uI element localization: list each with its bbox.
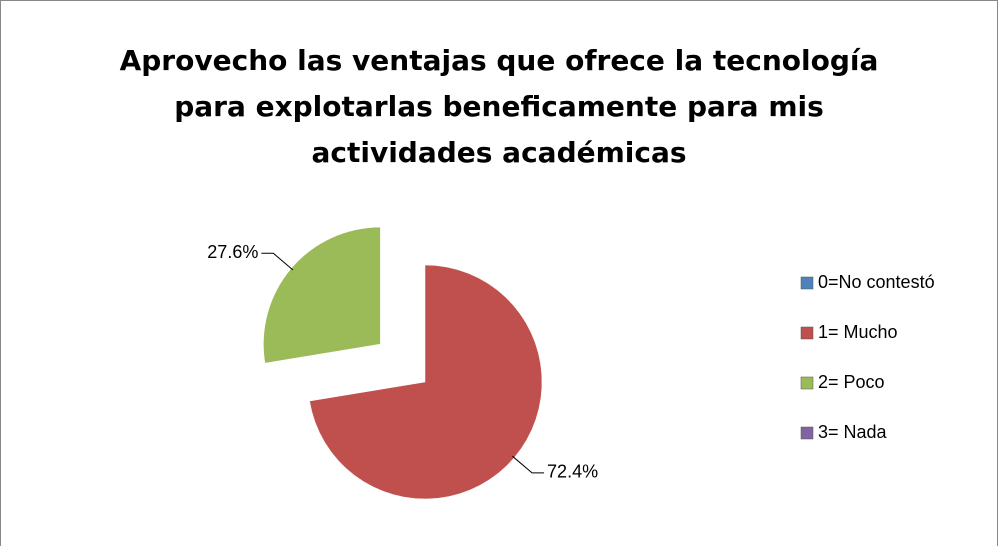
legend-label: 2= Poco [818,372,885,392]
legend-swatch [800,376,814,390]
leader-line [512,455,545,474]
legend-label: 3= Nada [818,422,888,442]
chart-title: Aprovecho las ventajas que ofrece la tec… [120,44,879,169]
data-label: 27.6% [207,242,258,262]
legend-swatch [800,426,814,440]
legend-swatch [800,276,814,290]
legend-label: 0=No contestó [818,272,935,292]
legend-label: 1= Mucho [818,322,898,342]
leader-line [261,252,294,271]
data-label: 72.4% [547,462,598,482]
legend-swatch [800,326,814,340]
